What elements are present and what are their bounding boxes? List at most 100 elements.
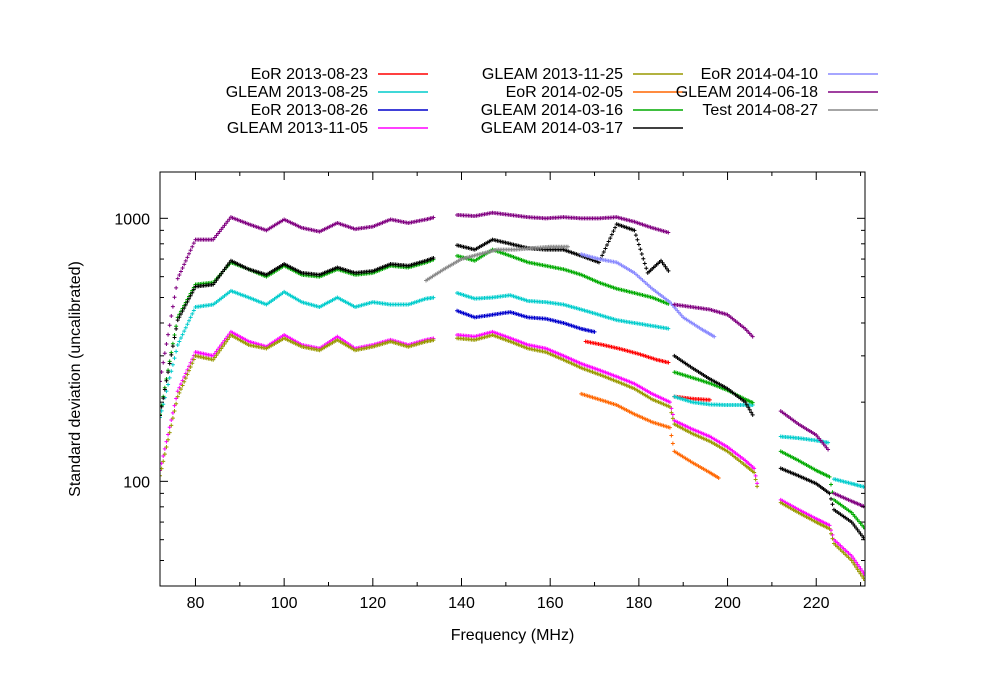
data-point bbox=[849, 554, 854, 559]
data-point bbox=[431, 295, 436, 300]
data-point bbox=[164, 444, 169, 449]
data-point bbox=[753, 473, 758, 478]
data-point bbox=[185, 255, 190, 260]
x-tick-label: 200 bbox=[714, 595, 741, 612]
data-point bbox=[826, 447, 831, 452]
data-point bbox=[858, 566, 863, 571]
data-point bbox=[826, 440, 831, 445]
x-tick-label: 100 bbox=[271, 595, 298, 612]
data-point bbox=[600, 253, 605, 258]
data-point bbox=[216, 276, 221, 281]
data-point bbox=[183, 325, 188, 330]
legend-label: GLEAM 2014-03-17 bbox=[481, 120, 623, 137]
data-point bbox=[177, 390, 182, 395]
data-point bbox=[191, 241, 196, 246]
data-point bbox=[169, 423, 174, 428]
x-tick-label: 180 bbox=[626, 595, 653, 612]
data-point bbox=[187, 296, 192, 301]
series-container bbox=[160, 210, 865, 583]
legend-label: GLEAM 2013-08-25 bbox=[226, 84, 368, 101]
data-point bbox=[752, 466, 757, 471]
data-point bbox=[852, 562, 857, 567]
legend-label: GLEAM 2014-03-16 bbox=[481, 102, 623, 119]
data-point bbox=[191, 287, 196, 292]
data-point bbox=[636, 242, 641, 247]
data-point bbox=[216, 231, 221, 236]
data-point bbox=[855, 567, 860, 572]
data-point bbox=[182, 379, 187, 384]
data-point bbox=[857, 564, 862, 569]
data-point bbox=[601, 249, 606, 254]
data-point bbox=[666, 326, 671, 331]
data-point bbox=[639, 252, 644, 256]
data-point bbox=[188, 293, 193, 298]
data-point bbox=[172, 356, 177, 361]
data-point bbox=[217, 348, 222, 353]
data-point bbox=[222, 341, 227, 346]
data-point bbox=[161, 360, 166, 365]
data-point bbox=[177, 315, 182, 320]
data-point bbox=[160, 413, 162, 418]
data-point bbox=[857, 569, 862, 574]
data-point bbox=[858, 571, 863, 576]
data-point bbox=[743, 400, 748, 405]
data-point bbox=[211, 357, 216, 362]
data-point bbox=[219, 346, 224, 351]
data-point bbox=[431, 255, 436, 260]
data-point bbox=[642, 261, 647, 266]
data-point bbox=[212, 280, 217, 285]
data-point bbox=[660, 260, 665, 265]
series-1 bbox=[160, 288, 865, 490]
series-6 bbox=[160, 247, 865, 531]
legend-label: EoR 2013-08-23 bbox=[251, 66, 369, 83]
data-point bbox=[220, 225, 225, 230]
data-point bbox=[188, 315, 193, 320]
data-point bbox=[167, 361, 172, 366]
x-tick-label: 140 bbox=[448, 595, 475, 612]
data-point bbox=[670, 416, 675, 421]
data-point bbox=[608, 236, 613, 241]
data-point bbox=[211, 237, 216, 242]
legend-label: GLEAM 2013-11-25 bbox=[482, 66, 623, 83]
legend-label: Test 2014-08-27 bbox=[702, 102, 818, 119]
data-point bbox=[661, 262, 666, 267]
data-point bbox=[827, 526, 832, 531]
data-point bbox=[664, 266, 669, 271]
legend-label: EoR 2014-04-10 bbox=[701, 66, 819, 83]
data-point bbox=[220, 269, 225, 274]
data-point bbox=[227, 335, 232, 340]
data-point bbox=[214, 233, 219, 238]
data-point bbox=[169, 369, 174, 374]
data-point bbox=[860, 568, 865, 573]
data-point bbox=[174, 401, 179, 406]
legend-label: EoR 2013-08-26 bbox=[251, 102, 369, 119]
data-point bbox=[605, 243, 610, 248]
data-point bbox=[185, 322, 190, 327]
data-point bbox=[659, 258, 664, 263]
y-axis: 100 1000 bbox=[114, 211, 865, 587]
data-point bbox=[162, 351, 167, 356]
data-point bbox=[190, 311, 195, 316]
data-point bbox=[177, 273, 182, 278]
data-point bbox=[175, 276, 180, 281]
series-3 bbox=[160, 329, 865, 578]
data-point bbox=[214, 353, 219, 358]
data-point bbox=[178, 336, 183, 341]
data-point bbox=[172, 408, 177, 413]
plot-frame bbox=[159, 171, 866, 587]
data-point bbox=[744, 402, 749, 407]
y-tick-label: 1000 bbox=[114, 211, 150, 228]
data-point bbox=[178, 312, 183, 317]
data-point bbox=[180, 265, 185, 270]
data-point bbox=[180, 332, 185, 337]
legend-label: GLEAM 2013-11-05 bbox=[227, 120, 368, 137]
data-point bbox=[227, 260, 232, 265]
data-point bbox=[212, 355, 217, 360]
data-point bbox=[222, 223, 227, 228]
data-point bbox=[663, 264, 668, 269]
data-point bbox=[172, 295, 177, 300]
data-point bbox=[667, 404, 672, 409]
data-point bbox=[854, 565, 859, 570]
